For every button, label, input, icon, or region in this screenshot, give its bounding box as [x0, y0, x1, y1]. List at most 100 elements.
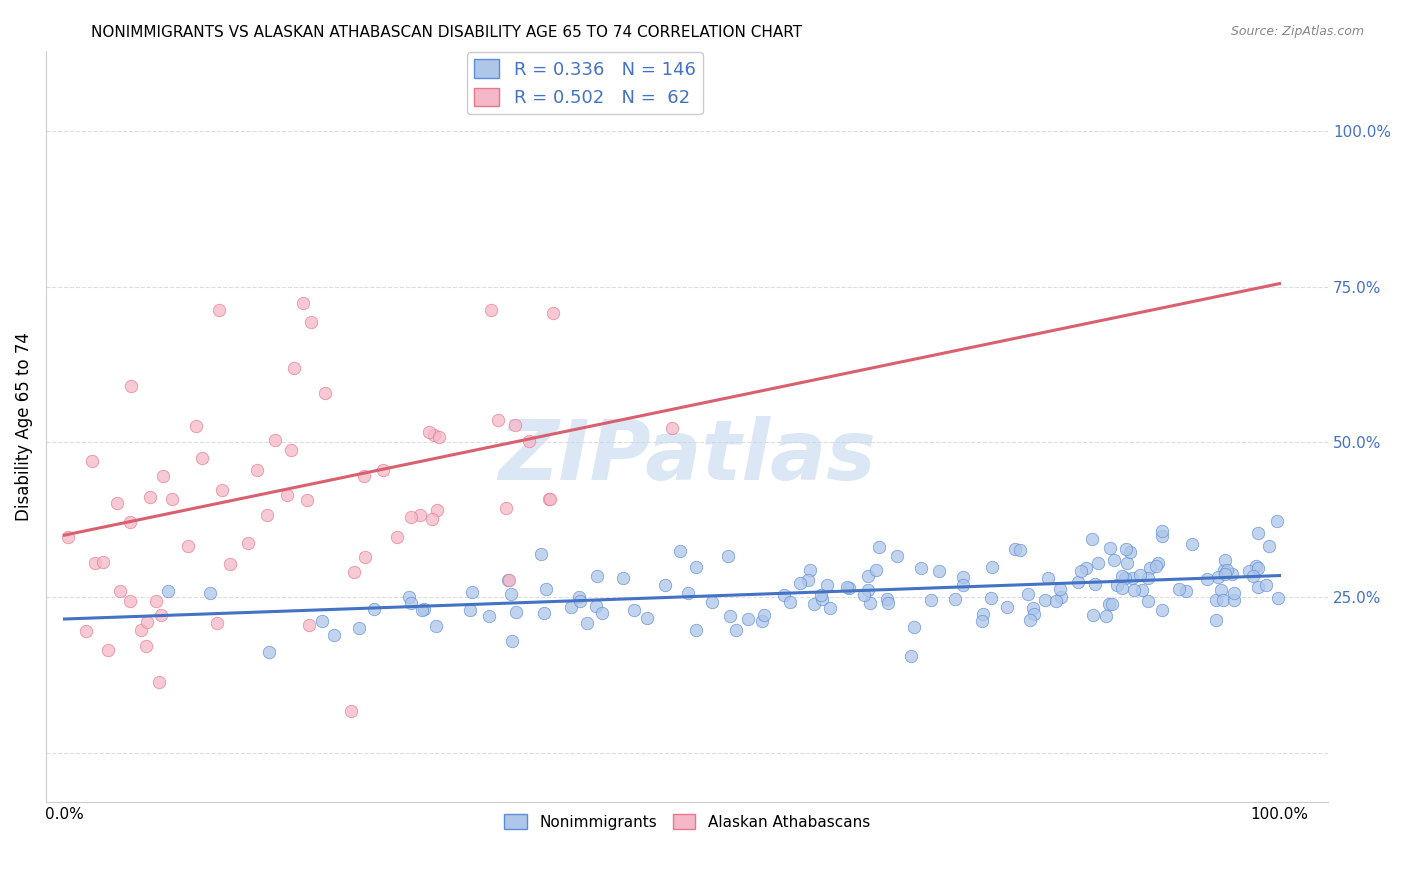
Point [1147, 557, 1170, 571]
Point [779, 595, 801, 609]
Point [737, 611, 759, 625]
Point [1084, 577, 1107, 591]
Y-axis label: Disability Age 65 to 74: Disability Age 65 to 74 [15, 332, 32, 521]
Point [837, 580, 859, 594]
Point [387, 530, 409, 544]
Point [1136, 594, 1159, 608]
Point [162, 492, 184, 507]
Point [283, 361, 305, 376]
Point [501, 587, 523, 601]
Point [1111, 569, 1133, 583]
Point [486, 413, 509, 427]
Point [256, 508, 278, 522]
Point [157, 583, 180, 598]
Point [1174, 584, 1197, 599]
Point [135, 615, 157, 629]
Point [970, 615, 993, 629]
Point [1087, 556, 1109, 570]
Point [858, 582, 880, 597]
Point [1017, 587, 1039, 601]
Point [401, 509, 423, 524]
Point [292, 295, 315, 310]
Point [661, 421, 683, 435]
Point [401, 596, 423, 610]
Point [505, 605, 527, 619]
Point [498, 573, 520, 587]
Point [145, 594, 167, 608]
Point [1195, 572, 1218, 586]
Point [423, 428, 446, 442]
Point [586, 569, 609, 583]
Point [91, 555, 114, 569]
Point [1146, 559, 1168, 574]
Point [314, 385, 336, 400]
Point [148, 674, 170, 689]
Point [1213, 563, 1236, 577]
Point [1098, 541, 1121, 556]
Point [1033, 593, 1056, 607]
Point [299, 315, 322, 329]
Point [685, 624, 707, 638]
Point [612, 571, 634, 585]
Point [1247, 561, 1270, 575]
Point [943, 592, 966, 607]
Point [211, 483, 233, 497]
Point [246, 463, 269, 477]
Point [623, 603, 645, 617]
Point [1115, 541, 1137, 556]
Point [1036, 571, 1059, 585]
Point [859, 596, 882, 610]
Point [700, 595, 723, 609]
Point [413, 601, 436, 615]
Point [295, 492, 318, 507]
Point [343, 566, 366, 580]
Point [1130, 582, 1153, 597]
Point [418, 425, 440, 440]
Point [191, 450, 214, 465]
Point [276, 488, 298, 502]
Point [501, 633, 523, 648]
Point [1022, 601, 1045, 615]
Point [868, 540, 890, 554]
Point [752, 608, 775, 623]
Point [354, 550, 377, 565]
Point [972, 607, 994, 622]
Text: NONIMMIGRANTS VS ALASKAN ATHABASCAN DISABILITY AGE 65 TO 74 CORRELATION CHART: NONIMMIGRANTS VS ALASKAN ATHABASCAN DISA… [91, 25, 803, 40]
Point [1152, 524, 1174, 539]
Point [718, 609, 741, 624]
Point [311, 614, 333, 628]
Point [198, 586, 221, 600]
Point [1247, 525, 1270, 540]
Point [980, 591, 1002, 605]
Point [815, 578, 838, 592]
Point [1254, 578, 1277, 592]
Point [585, 599, 607, 614]
Point [799, 563, 821, 577]
Point [120, 378, 142, 392]
Point [398, 590, 420, 604]
Text: Source: ZipAtlas.com: Source: ZipAtlas.com [1230, 25, 1364, 38]
Point [952, 578, 974, 592]
Point [152, 468, 174, 483]
Point [408, 508, 430, 522]
Point [654, 578, 676, 592]
Point [134, 639, 156, 653]
Point [75, 624, 97, 638]
Point [373, 462, 395, 476]
Point [1067, 575, 1090, 590]
Point [1098, 597, 1121, 611]
Point [818, 601, 841, 615]
Point [568, 591, 591, 605]
Point [1049, 582, 1071, 597]
Point [339, 705, 361, 719]
Point [1119, 545, 1142, 559]
Point [1257, 539, 1279, 553]
Point [1045, 593, 1067, 607]
Point [1081, 532, 1104, 546]
Point [218, 557, 240, 571]
Point [538, 492, 561, 507]
Point [1150, 603, 1173, 617]
Point [838, 581, 860, 595]
Point [1246, 558, 1268, 573]
Point [1050, 591, 1073, 605]
